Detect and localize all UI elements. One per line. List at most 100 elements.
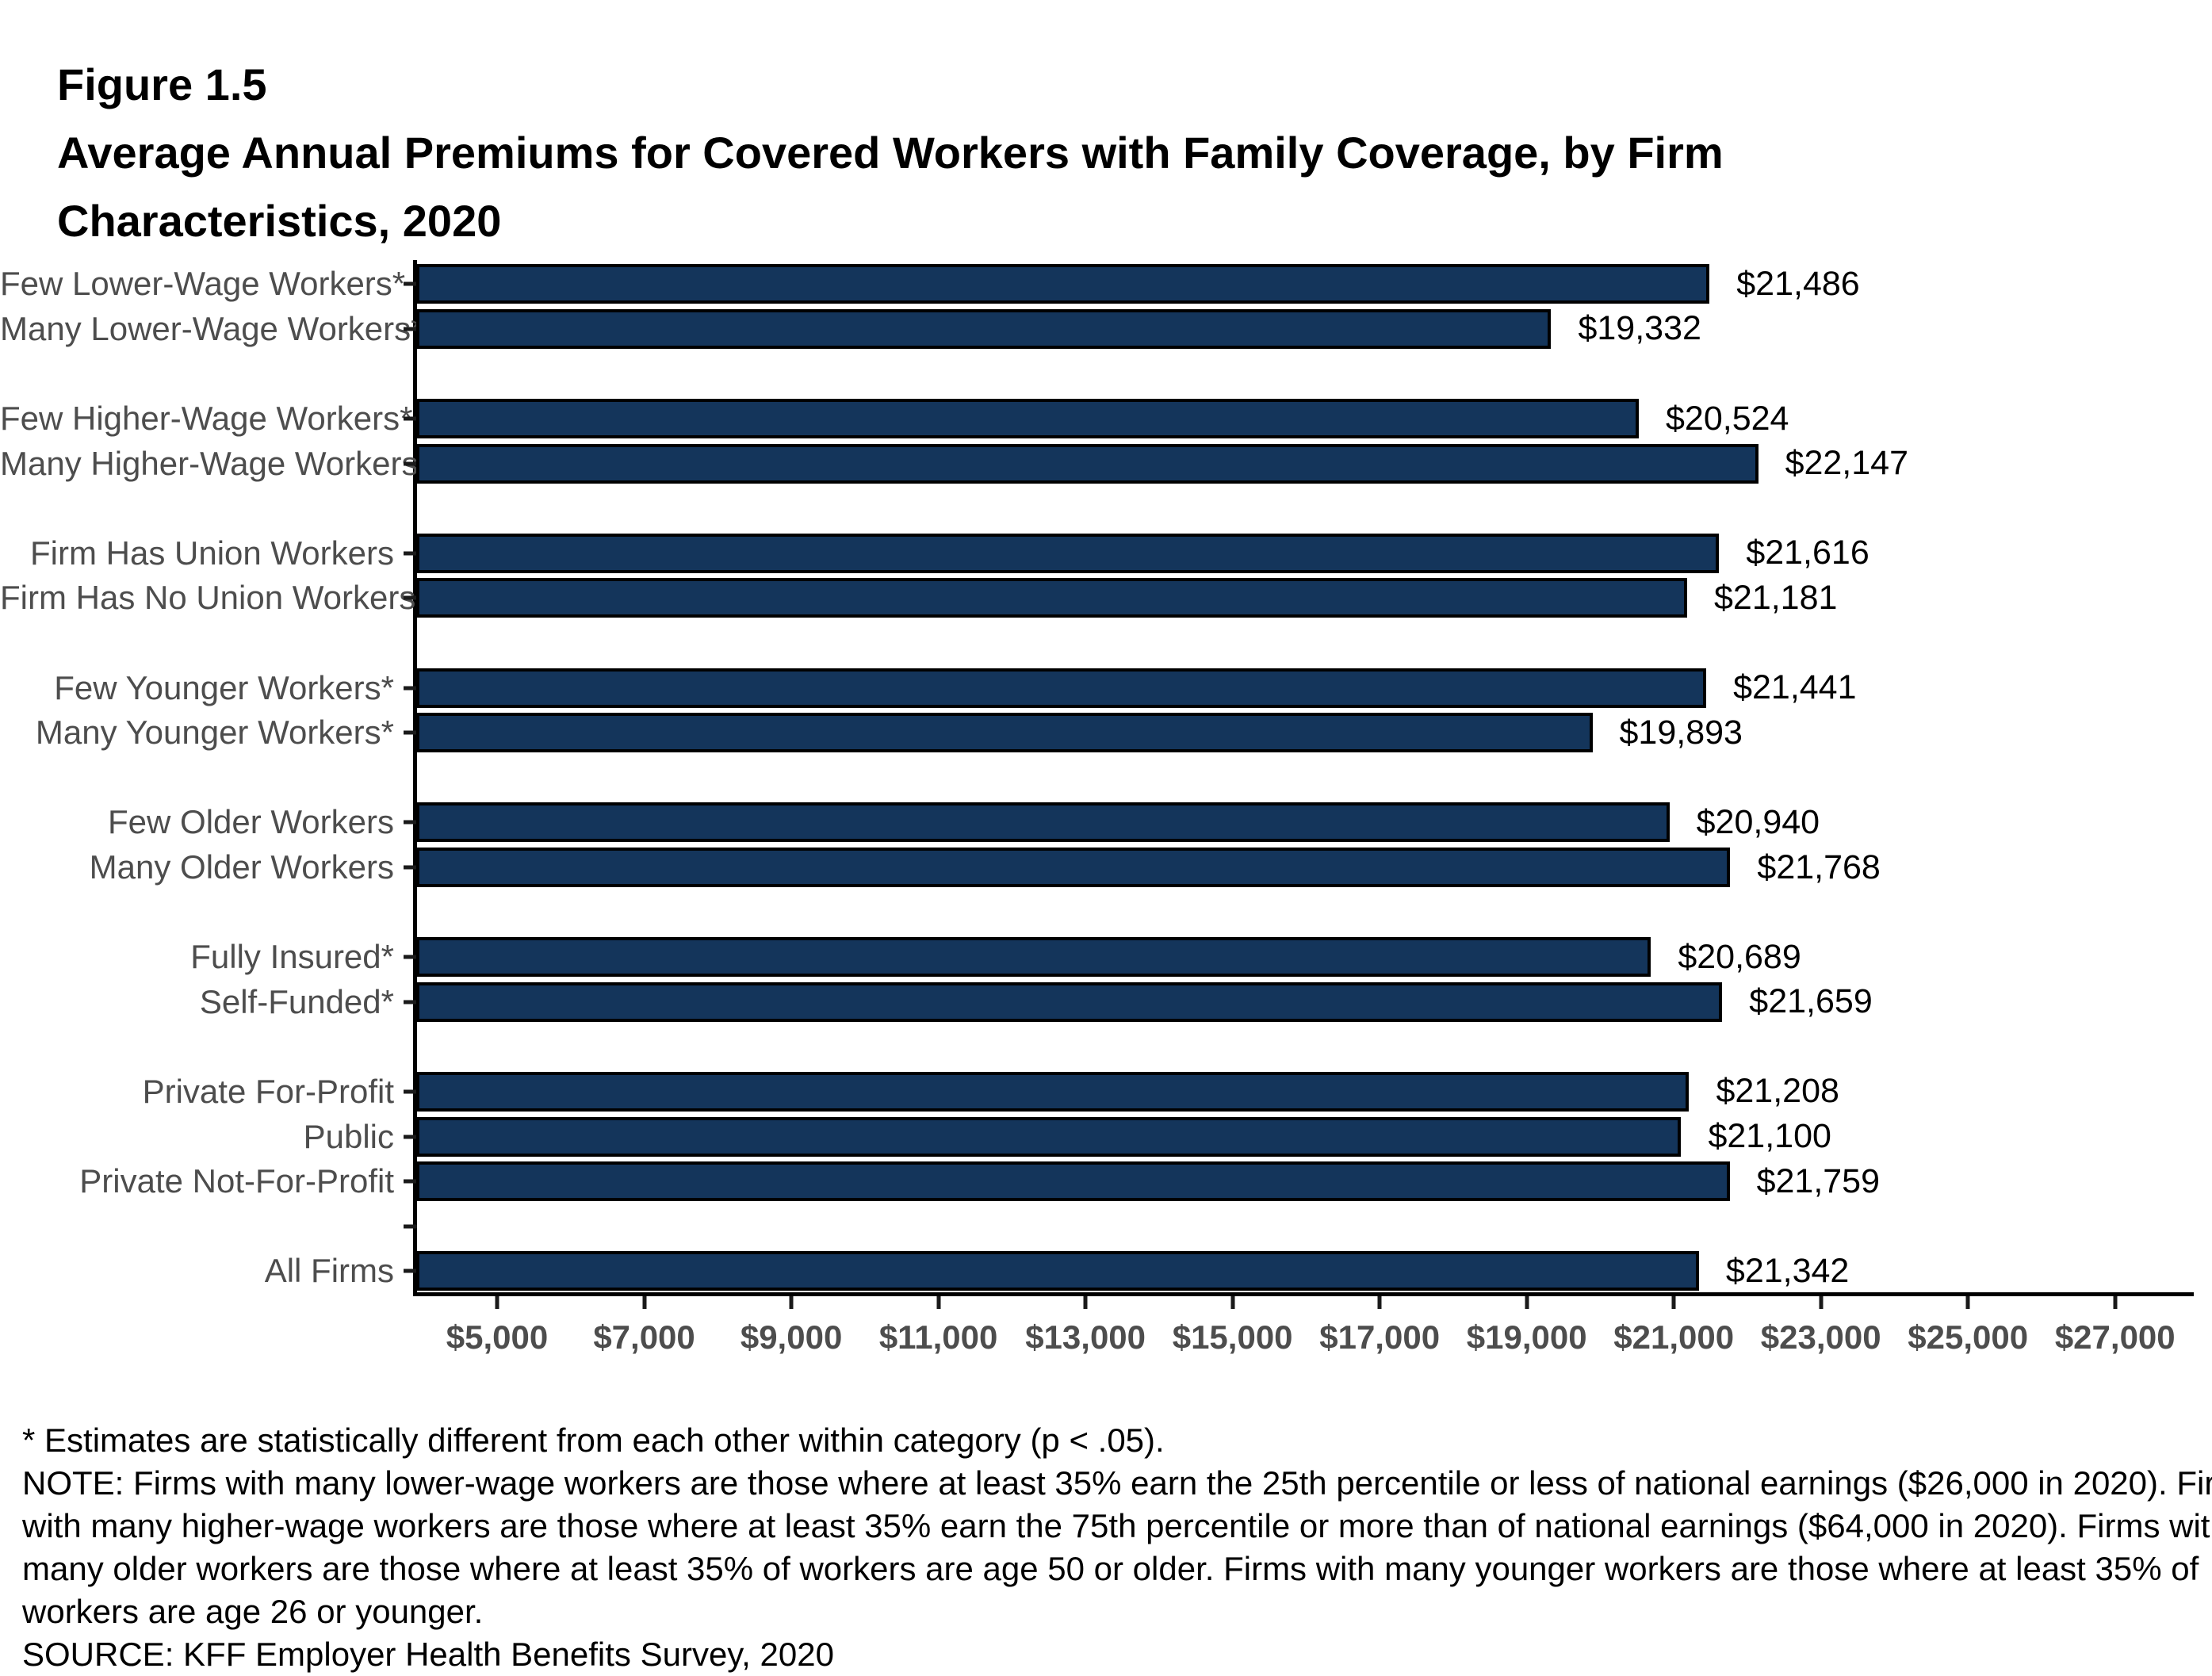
bar (416, 1161, 1730, 1202)
x-axis-tick-label: $21,000 (1613, 1318, 1735, 1356)
bar-zone: $19,893 (416, 710, 2194, 756)
spacer-row (0, 486, 2212, 531)
x-axis-tick-mark (1671, 1296, 1676, 1309)
x-axis-tick-mark (642, 1296, 647, 1309)
value-label: $21,181 (1713, 578, 1838, 617)
bar-zone: $22,147 (416, 441, 2194, 486)
bar-row: Few Higher-Wage Workers* $20,524 (0, 396, 2212, 442)
category-label: Firm Has No Union Workers (0, 579, 416, 617)
category-label: Private For-Profit (142, 1072, 394, 1110)
bar-row: Private Not-For-Profit $21,759 (0, 1159, 2212, 1204)
x-axis-tick-mark (1525, 1296, 1529, 1309)
value-label: $21,342 (1725, 1251, 1850, 1290)
category-label: Self-Funded* (199, 982, 394, 1020)
y-axis-tick (404, 281, 417, 286)
category-label: Many Younger Workers* (35, 714, 394, 752)
x-axis-tick-mark (1083, 1296, 1088, 1309)
figure-title-line1: Average Annual Premiums for Covered Work… (57, 128, 1724, 178)
footnote-note-line-2: with many higher-wage workers are those … (22, 1507, 2212, 1544)
bar-row: Many Older Workers $21,768 (0, 845, 2212, 890)
spacer-row (0, 756, 2212, 801)
y-axis-tick (404, 730, 417, 735)
bar-row: Self-Funded* $21,659 (0, 980, 2212, 1025)
x-axis-tick-label: $23,000 (1760, 1318, 1881, 1356)
spacer-row (0, 890, 2212, 935)
x-axis-tick-label: $7,000 (593, 1318, 695, 1356)
spacer-row (0, 621, 2212, 666)
bar (416, 308, 1552, 349)
bar-row: Few Younger Workers* $21,441 (0, 665, 2212, 710)
bar-row: Firm Has Union Workers $21,616 (0, 531, 2212, 576)
value-label: $22,147 (1785, 444, 1908, 483)
value-label: $21,208 (1716, 1072, 1839, 1111)
category-label: Firm Has Union Workers (30, 534, 394, 572)
bar-row: All Firms $21,342 (0, 1249, 2212, 1294)
footnote-source: SOURCE: KFF Employer Health Benefits Sur… (22, 1636, 834, 1673)
category-label: Few Higher-Wage Workers* (0, 400, 413, 438)
bar (416, 668, 1707, 708)
category-label: Few Older Workers (108, 803, 394, 841)
category-label: Many Older Workers (89, 848, 394, 886)
bar-zone: $21,616 (416, 531, 2194, 576)
value-label: $20,940 (1696, 802, 1820, 841)
footnote-note-line-4: workers are age 26 or younger. (22, 1593, 484, 1630)
x-axis-tick-mark (1965, 1296, 1970, 1309)
x-axis-tick-mark (1819, 1296, 1824, 1309)
bar-row: Few Lower-Wage Workers* $21,486 (0, 262, 2212, 307)
spacer-row (0, 1203, 2212, 1249)
bar-zone: $21,441 (416, 665, 2194, 710)
x-axis-tick-label: $19,000 (1466, 1318, 1587, 1356)
value-label: $21,659 (1749, 982, 1873, 1021)
bar-row: Many Lower-Wage Workers* $19,332 (0, 307, 2212, 352)
y-axis-tick (404, 1268, 417, 1273)
bar (416, 848, 1731, 888)
bar (416, 1071, 1690, 1112)
value-label: $20,524 (1666, 399, 1789, 438)
category-label: Public (303, 1117, 394, 1155)
figure-number: Figure 1.5 (57, 59, 267, 109)
category-label: Many Higher-Wage Workers* (0, 444, 431, 482)
bar (416, 399, 1640, 439)
y-axis-tick (404, 551, 417, 556)
category-label: Few Lower-Wage Workers* (0, 265, 406, 303)
value-label: $21,100 (1708, 1117, 1831, 1156)
bar-zone: $21,208 (416, 1070, 2194, 1115)
bar-row: Firm Has No Union Workers $21,181 (0, 576, 2212, 621)
value-label: $19,893 (1619, 713, 1743, 752)
y-axis-tick (404, 820, 417, 825)
x-axis-tick-label: $5,000 (446, 1318, 549, 1356)
x-axis-ticks: $5,000 $7,000 $9,000 $11,000 $13,000 $15,000 $… (416, 1296, 2194, 1399)
spacer-row (0, 351, 2212, 396)
bar-zone: $21,100 (416, 1114, 2194, 1159)
y-axis-tick (404, 595, 417, 600)
bar (416, 443, 1759, 484)
bar (416, 1116, 1682, 1157)
x-axis-tick-label: $13,000 (1025, 1318, 1146, 1356)
bar (416, 802, 1670, 843)
figure-title-block: Figure 1.5 Average Annual Premiums for C… (57, 51, 1724, 255)
x-axis-tick-mark (936, 1296, 941, 1309)
bar-zone: $19,332 (416, 307, 2194, 352)
y-axis-tick (404, 327, 417, 331)
bar (416, 713, 1593, 753)
y-axis-tick (404, 461, 417, 466)
y-axis-tick (404, 686, 417, 691)
bar-row: Few Older Workers $20,940 (0, 800, 2212, 845)
value-label: $21,759 (1756, 1161, 1881, 1200)
x-axis-tick-mark (495, 1296, 499, 1309)
value-label: $21,616 (1746, 534, 1869, 572)
bar (416, 264, 1710, 304)
y-axis-tick (404, 416, 417, 421)
spacer-row (0, 1024, 2212, 1070)
plot-rows: Few Lower-Wage Workers* $21,486 Many Lower… (0, 262, 2212, 1294)
x-axis-tick-mark (1230, 1296, 1235, 1309)
x-axis-line (413, 1292, 2194, 1296)
y-axis-tick (404, 955, 417, 959)
bar-zone: $20,524 (416, 396, 2194, 442)
value-label: $19,332 (1578, 309, 1701, 348)
value-label: $20,689 (1678, 937, 1801, 976)
footnote-note-line-1: NOTE: Firms with many lower-wage workers… (22, 1464, 2212, 1502)
bar-zone: $20,689 (416, 935, 2194, 980)
